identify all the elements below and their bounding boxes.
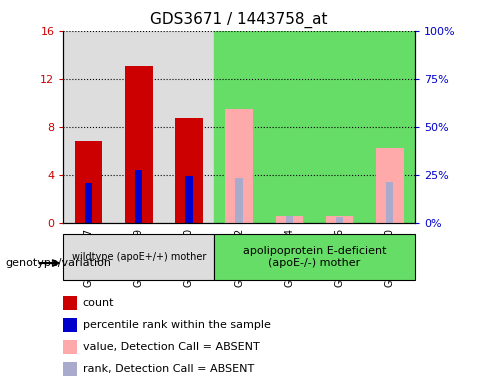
- Bar: [225, 109, 253, 223]
- Bar: [63, 31, 114, 223]
- Bar: [63, 362, 78, 376]
- Text: genotype/variation: genotype/variation: [5, 258, 111, 268]
- Bar: [235, 178, 243, 223]
- Text: value, Detection Call = ABSENT: value, Detection Call = ABSENT: [83, 342, 260, 352]
- Bar: [336, 217, 343, 223]
- Bar: [135, 170, 142, 223]
- Bar: [175, 118, 203, 223]
- Bar: [276, 215, 303, 223]
- Bar: [314, 31, 365, 223]
- Bar: [114, 31, 164, 223]
- Text: count: count: [83, 298, 114, 308]
- Bar: [214, 234, 415, 280]
- Text: percentile rank within the sample: percentile rank within the sample: [83, 320, 271, 330]
- Bar: [214, 31, 264, 223]
- Bar: [185, 176, 193, 223]
- Bar: [285, 216, 293, 223]
- Bar: [376, 148, 404, 223]
- Bar: [325, 216, 353, 223]
- Bar: [63, 296, 78, 310]
- Bar: [63, 234, 214, 280]
- Text: apolipoprotein E-deficient
(apoE-/-) mother: apolipoprotein E-deficient (apoE-/-) mot…: [243, 247, 386, 268]
- Bar: [125, 66, 153, 223]
- Bar: [63, 340, 78, 354]
- Title: GDS3671 / 1443758_at: GDS3671 / 1443758_at: [150, 12, 328, 28]
- Bar: [75, 141, 102, 223]
- Bar: [264, 31, 314, 223]
- Bar: [85, 183, 92, 223]
- Bar: [365, 31, 415, 223]
- Bar: [164, 31, 214, 223]
- Bar: [386, 182, 393, 223]
- Bar: [63, 318, 78, 332]
- Text: wildtype (apoE+/+) mother: wildtype (apoE+/+) mother: [72, 252, 206, 262]
- Text: rank, Detection Call = ABSENT: rank, Detection Call = ABSENT: [83, 364, 254, 374]
